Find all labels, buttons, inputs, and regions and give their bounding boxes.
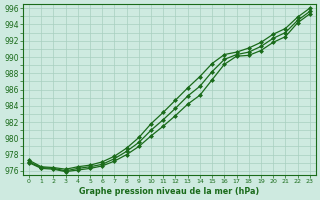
X-axis label: Graphe pression niveau de la mer (hPa): Graphe pression niveau de la mer (hPa) <box>79 187 260 196</box>
